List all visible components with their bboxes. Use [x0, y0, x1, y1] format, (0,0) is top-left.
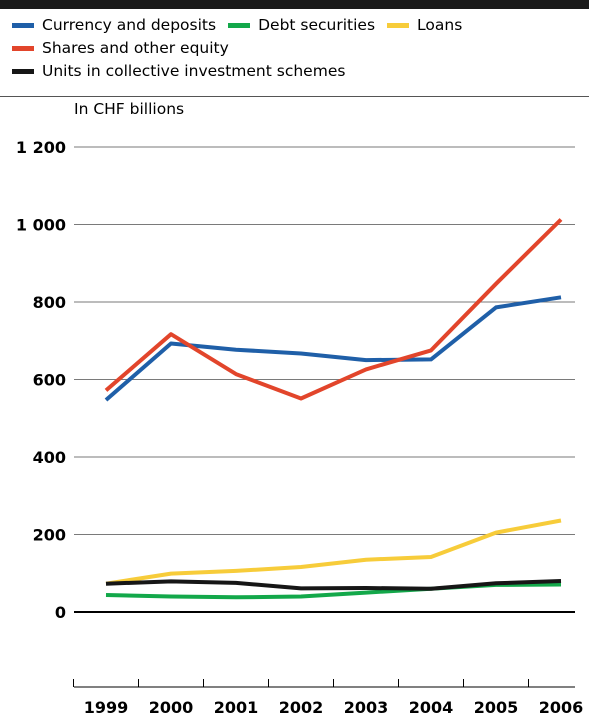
x-tick-label: 2006	[539, 698, 584, 717]
x-tick-label: 2001	[214, 698, 259, 717]
x-tick-label: 2005	[474, 698, 519, 717]
legend-swatch-debt	[228, 23, 251, 28]
legend-item-debt: Debt securities	[228, 14, 375, 37]
x-tick-label: 2003	[344, 698, 389, 717]
y-tick-label: 0	[55, 603, 66, 622]
legend-row-1: Currency and deposits Debt securities Lo…	[12, 14, 582, 37]
y-tick-label: 800	[33, 293, 66, 312]
legend-swatch-shares	[12, 46, 34, 51]
series-line-currency-and-deposits	[104, 295, 562, 402]
header-bar	[0, 0, 589, 9]
series-line-shares-and-other-equity	[104, 218, 563, 401]
y-tick-label: 200	[33, 526, 66, 545]
unit-label: In CHF billions	[74, 100, 185, 118]
series-line-units-in-collective-investment-schemes	[105, 579, 562, 591]
y-tick-label: 1 000	[16, 216, 66, 235]
legend-swatch-units	[12, 69, 34, 74]
legend-item-units: Units in collective investment schemes	[12, 60, 345, 83]
legend-label-loans: Loans	[417, 16, 463, 34]
legend-label-units: Units in collective investment schemes	[42, 62, 346, 80]
legend-row-2: Shares and other equity	[12, 37, 582, 60]
legend-label-debt: Debt securities	[258, 16, 376, 34]
legend-label-shares: Shares and other equity	[42, 39, 229, 57]
legend-separator	[0, 96, 589, 97]
x-tick-label: 2004	[409, 698, 454, 717]
legend-row-3: Units in collective investment schemes	[12, 60, 582, 83]
x-tick-label: 2000	[149, 698, 194, 717]
legend: Currency and deposits Debt securities Lo…	[12, 14, 582, 83]
y-tick-label: 400	[33, 448, 66, 467]
legend-label-currency: Currency and deposits	[42, 16, 217, 34]
legend-item-loans: Loans	[387, 14, 462, 37]
y-tick-label: 600	[33, 371, 66, 390]
legend-swatch-loans	[387, 23, 410, 28]
x-tick-label: 2002	[279, 698, 324, 717]
legend-swatch-currency	[12, 23, 34, 28]
legend-item-currency: Currency and deposits	[12, 14, 216, 37]
y-tick-label: 1 200	[16, 138, 66, 157]
series-line-loans	[105, 518, 562, 586]
legend-item-shares: Shares and other equity	[12, 37, 229, 60]
x-tick-label: 1999	[84, 698, 129, 717]
